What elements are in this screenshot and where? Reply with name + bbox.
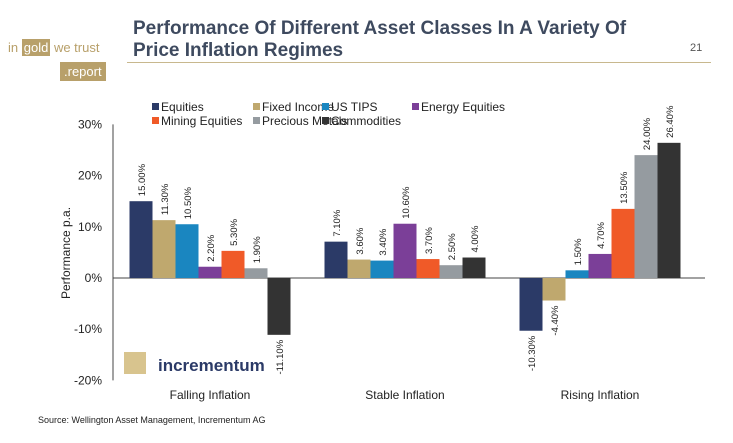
y-tick-label: 10% bbox=[78, 220, 102, 234]
legend-item: Fixed Income bbox=[262, 100, 334, 114]
bar-equities bbox=[519, 278, 543, 331]
y-tick-label: 20% bbox=[78, 169, 102, 183]
category-label: Falling Inflation bbox=[170, 388, 251, 402]
data-label: 24.00% bbox=[642, 117, 653, 150]
page-number: 21 bbox=[690, 42, 703, 54]
data-label: 5.30% bbox=[229, 218, 240, 245]
data-label: -11.10% bbox=[275, 339, 286, 374]
data-label: 2.50% bbox=[447, 233, 458, 260]
y-axis-label: Performance p.a. bbox=[59, 207, 73, 299]
bar-equities bbox=[324, 241, 348, 278]
logo-in: in bbox=[8, 40, 19, 55]
category-label: Rising Inflation bbox=[561, 388, 640, 402]
data-label: 4.00% bbox=[470, 225, 481, 252]
legend-swatch bbox=[322, 117, 329, 124]
category-label: Stable Inflation bbox=[365, 388, 444, 402]
data-label: 15.00% bbox=[137, 163, 148, 196]
bar-commodities bbox=[462, 257, 486, 278]
watermark-text: incrementum bbox=[158, 356, 265, 375]
legend-swatch bbox=[152, 103, 159, 110]
bar-fixed-income bbox=[347, 259, 371, 278]
bar-mining-equities bbox=[611, 208, 635, 278]
bar-energy-equities bbox=[588, 253, 612, 278]
legend-swatch bbox=[152, 117, 159, 124]
data-label: 13.50% bbox=[619, 171, 630, 204]
data-label: -10.30% bbox=[527, 335, 538, 371]
legend-item: US TIPS bbox=[331, 100, 377, 114]
bar-precious-metals bbox=[244, 268, 268, 278]
legend-item: Commodities bbox=[331, 114, 401, 128]
bar-us-tips bbox=[565, 270, 589, 278]
data-label: 26.40% bbox=[665, 105, 676, 138]
data-label: 7.10% bbox=[332, 209, 343, 236]
source-note: Source: Wellington Asset Management, Inc… bbox=[38, 415, 266, 425]
bar-precious-metals bbox=[439, 265, 463, 278]
data-label: 1.90% bbox=[252, 236, 263, 263]
data-label: 1.50% bbox=[573, 238, 584, 265]
data-label: 3.60% bbox=[355, 227, 366, 254]
y-tick-label: -20% bbox=[74, 373, 102, 387]
data-label: -4.40% bbox=[550, 305, 561, 336]
incrementum-watermark: incrementum bbox=[124, 352, 265, 375]
bar-energy-equities bbox=[393, 223, 417, 278]
bar-precious-metals bbox=[634, 155, 658, 278]
legend-swatch bbox=[253, 103, 260, 110]
bar-energy-equities bbox=[198, 266, 222, 278]
data-label: 11.30% bbox=[160, 183, 171, 215]
data-label: 10.60% bbox=[401, 186, 412, 219]
y-tick-label: -10% bbox=[74, 322, 102, 336]
logo: in gold we trust bbox=[8, 39, 100, 56]
bar-equities bbox=[129, 201, 153, 278]
bar-commodities bbox=[267, 278, 291, 335]
tree-logo-icon bbox=[124, 352, 146, 374]
legend-item: Equities bbox=[161, 100, 204, 114]
legend-swatch bbox=[412, 103, 419, 110]
data-label: 10.50% bbox=[183, 186, 194, 219]
data-label: 2.20% bbox=[206, 234, 217, 261]
title-divider bbox=[127, 62, 711, 63]
legend-item: Mining Equities bbox=[161, 114, 242, 128]
legend-swatch bbox=[322, 103, 329, 110]
legend-swatch bbox=[253, 117, 260, 124]
bar-mining-equities bbox=[416, 259, 440, 278]
bar-us-tips bbox=[370, 260, 394, 278]
data-label: 4.70% bbox=[596, 221, 607, 248]
data-label: 3.40% bbox=[378, 228, 389, 255]
logo-gold: gold bbox=[21, 39, 51, 56]
logo-we-trust: we trust bbox=[53, 40, 100, 55]
logo-report: .report bbox=[60, 62, 106, 81]
data-label: 3.70% bbox=[424, 227, 435, 254]
bar-us-tips bbox=[175, 224, 199, 278]
legend-item: Energy Equities bbox=[421, 100, 505, 114]
bar-fixed-income bbox=[152, 220, 176, 278]
y-tick-label: 0% bbox=[85, 271, 103, 285]
bar-mining-equities bbox=[221, 250, 245, 278]
bar-fixed-income bbox=[542, 278, 566, 301]
bar-commodities bbox=[657, 142, 681, 278]
y-tick-label: 30% bbox=[78, 117, 102, 131]
page-title: Performance Of Different Asset Classes I… bbox=[133, 18, 627, 61]
